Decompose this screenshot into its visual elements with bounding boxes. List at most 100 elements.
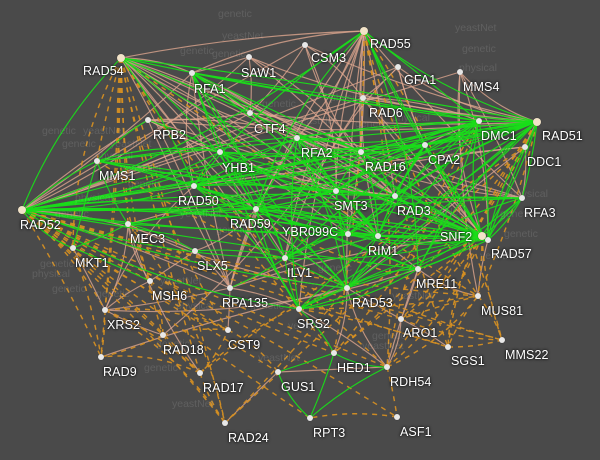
network-edge xyxy=(248,56,538,123)
network-node-cpa2[interactable] xyxy=(422,142,428,148)
network-node-rad50[interactable] xyxy=(191,183,197,189)
network-edge xyxy=(21,208,379,237)
network-node-rfa3[interactable] xyxy=(519,195,525,201)
network-edge xyxy=(21,209,129,225)
network-edge xyxy=(219,151,257,210)
network-edge xyxy=(104,308,229,331)
network-edge xyxy=(96,120,480,162)
network-node-xrs2[interactable] xyxy=(102,307,108,313)
network-node-ilv1[interactable] xyxy=(282,255,288,261)
network-edge xyxy=(72,247,102,358)
network-node-asf1[interactable] xyxy=(394,414,400,420)
network-edge xyxy=(346,235,483,289)
network-node-aro1[interactable] xyxy=(398,316,404,322)
network-node-sgs1[interactable] xyxy=(445,344,451,350)
network-node-mms22[interactable] xyxy=(499,337,505,343)
network-node-ybr099c[interactable] xyxy=(345,231,351,237)
network-edge xyxy=(147,119,221,153)
network-edge xyxy=(120,57,489,241)
network-node-gfa1[interactable] xyxy=(395,64,401,70)
network-node-ddc1[interactable] xyxy=(522,144,528,150)
network-edge xyxy=(21,209,419,270)
network-node-rad24[interactable] xyxy=(222,420,228,426)
network-node-gus1[interactable] xyxy=(275,369,281,375)
network-node-mre11[interactable] xyxy=(415,266,421,272)
network-node-mms1[interactable] xyxy=(94,158,100,164)
network-edge xyxy=(162,328,229,336)
network-node-rad17[interactable] xyxy=(197,370,203,376)
network-edge xyxy=(400,268,419,320)
network-edge xyxy=(120,57,226,424)
network-node-rfa1[interactable] xyxy=(189,70,195,76)
network-node-rad3[interactable] xyxy=(392,193,398,199)
network-node-rad18[interactable] xyxy=(160,332,166,338)
network-edge xyxy=(277,352,335,373)
network-node-rad57[interactable] xyxy=(485,237,491,243)
network-edge xyxy=(377,120,480,237)
network-node-ctf4[interactable] xyxy=(247,110,253,116)
network-edge xyxy=(477,295,503,341)
network-edge xyxy=(477,235,483,297)
network-node-rfa2[interactable] xyxy=(294,135,300,141)
network-edge xyxy=(21,209,503,341)
network-node-rad9[interactable] xyxy=(98,354,104,360)
network-node-rad59[interactable] xyxy=(253,206,259,212)
network-edge xyxy=(96,57,122,162)
network-edge xyxy=(249,112,362,153)
network-edge xyxy=(360,30,379,237)
network-edge xyxy=(346,146,526,289)
network-node-rad54[interactable] xyxy=(117,54,125,62)
network-edge xyxy=(185,72,195,187)
network-edge xyxy=(335,190,349,235)
network-edge xyxy=(193,144,426,187)
network-node-saw1[interactable] xyxy=(246,54,252,60)
network-edge xyxy=(335,190,379,237)
network-edge xyxy=(229,287,300,310)
network-node-slx5[interactable] xyxy=(192,248,198,254)
network-edge xyxy=(100,57,122,358)
network-node-mkt1[interactable] xyxy=(70,245,76,251)
network-node-rad55[interactable] xyxy=(360,27,368,35)
network-node-snf2[interactable] xyxy=(478,232,486,240)
network-edge xyxy=(363,30,483,237)
network-node-dmc1[interactable] xyxy=(476,118,482,124)
network-edge xyxy=(120,57,193,74)
network-node-rad16[interactable] xyxy=(358,149,364,155)
network-edge xyxy=(481,197,523,237)
network-edge xyxy=(21,209,226,424)
network-edge xyxy=(224,287,348,424)
network-edge xyxy=(120,57,164,336)
network-edge xyxy=(21,209,348,289)
network-edge xyxy=(248,56,362,153)
network-node-rad6[interactable] xyxy=(360,95,366,101)
network-node-rdh54[interactable] xyxy=(384,364,390,370)
network-edge xyxy=(346,235,379,289)
network-edge xyxy=(100,334,164,358)
network-edge xyxy=(120,30,365,59)
network-node-smt3[interactable] xyxy=(333,188,339,194)
network-node-rim1[interactable] xyxy=(375,233,381,239)
network-edge xyxy=(394,120,480,197)
network-node-rpt3[interactable] xyxy=(307,415,313,421)
network-edge xyxy=(298,308,449,348)
network-node-rpa135[interactable] xyxy=(227,285,233,291)
network-node-rad52[interactable] xyxy=(18,206,26,214)
network-node-rad51[interactable] xyxy=(533,118,541,126)
network-node-mus81[interactable] xyxy=(475,293,481,299)
network-node-srs2[interactable] xyxy=(296,306,302,312)
network-node-csm3[interactable] xyxy=(302,42,308,48)
network-edge xyxy=(194,250,231,289)
network-edge xyxy=(459,71,489,241)
network-edge xyxy=(21,209,300,310)
network-node-yhb1[interactable] xyxy=(217,149,223,155)
network-node-mec3[interactable] xyxy=(125,221,131,227)
network-node-hed1[interactable] xyxy=(331,350,337,356)
network-node-rpb2[interactable] xyxy=(145,117,151,123)
network-node-cst9[interactable] xyxy=(225,327,231,333)
network-node-msh6[interactable] xyxy=(147,278,153,284)
network-node-mms4[interactable] xyxy=(457,69,463,75)
network-node-rad53[interactable] xyxy=(344,285,350,291)
network-edge xyxy=(96,160,129,225)
network-edge xyxy=(21,121,538,211)
